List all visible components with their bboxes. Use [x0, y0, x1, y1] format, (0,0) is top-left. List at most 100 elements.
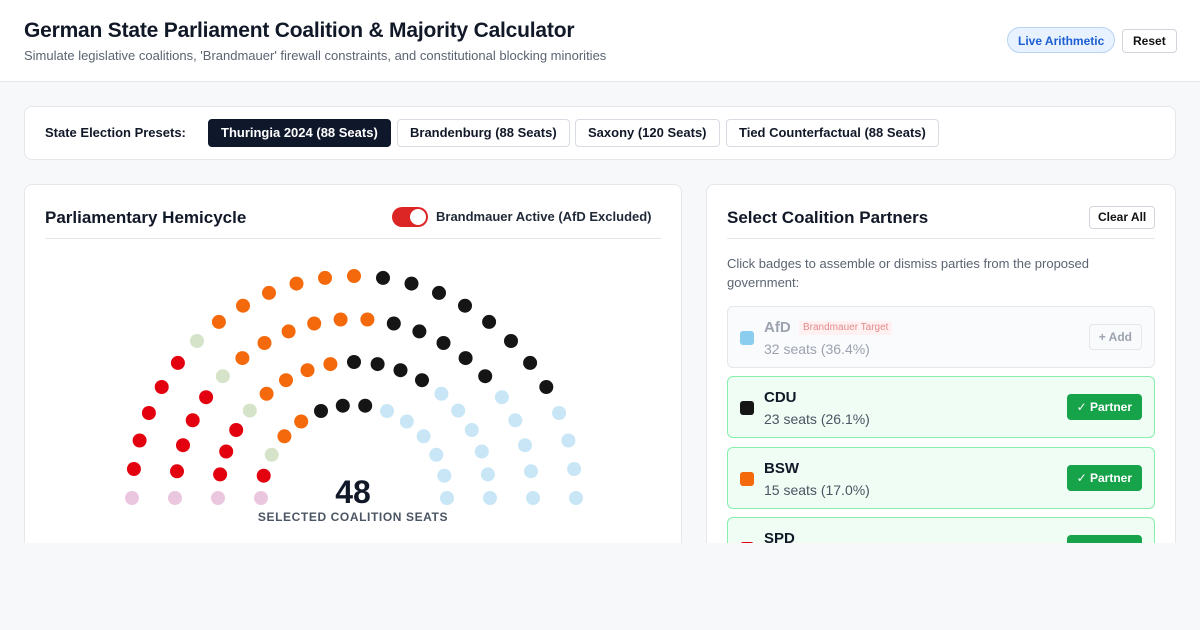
- seat-bsw: [259, 386, 274, 401]
- seat-spd: [213, 467, 228, 482]
- party-name: BSW: [764, 460, 799, 477]
- party-name: CDU: [764, 389, 797, 406]
- seat-cdu: [458, 351, 473, 366]
- seat-afd: [451, 403, 466, 418]
- party-card-afd: AfD Brandmauer Target 32 seats (36.4%) +…: [727, 306, 1155, 368]
- seat-bsw: [279, 373, 293, 388]
- seat-cdu: [436, 336, 451, 350]
- preset-saxony[interactable]: Saxony (120 Seats): [575, 119, 720, 147]
- coalition-card: Select Coalition Partners Clear All Clic…: [706, 184, 1176, 579]
- seat-afd: [380, 404, 394, 418]
- toggle-knob: [410, 209, 426, 225]
- seat-afd: [429, 447, 444, 462]
- preset-bar: State Election Presets: Thuringia 2024 (…: [24, 106, 1176, 160]
- seat-cdu: [376, 270, 390, 285]
- party-name: SPD: [764, 530, 795, 547]
- party-card-cdu: CDU 23 seats (26.1%) ✓ Partner: [727, 376, 1155, 438]
- seat-bsw: [300, 363, 315, 378]
- seat-afd: [480, 467, 495, 482]
- hemicycle-title: Parliamentary Hemicycle: [45, 208, 247, 227]
- coalition-title: Select Coalition Partners: [727, 208, 929, 227]
- party-seats: 23 seats (26.1%): [764, 411, 870, 427]
- hemicycle-card: Parliamentary Hemicycle Brandmauer Activ…: [24, 184, 682, 564]
- seat-bsw: [360, 312, 375, 327]
- party-seats: 15 seats (17.0%): [764, 482, 870, 498]
- app-header: German State Parliament Coalition & Majo…: [0, 0, 1200, 82]
- seat-gruene: [125, 491, 139, 505]
- seat-cdu: [415, 373, 429, 388]
- seat-afd: [399, 414, 414, 429]
- seat-cdu: [539, 380, 554, 394]
- hemicycle-divider: [45, 238, 661, 239]
- seat-gruene: [168, 491, 182, 505]
- selected-seats-count: 48: [335, 474, 371, 510]
- seat-afd: [464, 423, 479, 437]
- brandmauer-toggle[interactable]: [392, 207, 428, 227]
- seat-cdu: [504, 334, 518, 348]
- seat-cdu: [432, 285, 446, 300]
- seat-linke: [190, 334, 204, 348]
- party-name: AfD: [764, 319, 791, 336]
- live-arithmetic-badge: Live Arithmetic: [1007, 27, 1116, 53]
- seat-spd: [132, 433, 147, 448]
- seat-bsw: [281, 324, 296, 339]
- seat-spd: [170, 464, 184, 479]
- seat-linke: [242, 403, 257, 418]
- seat-spd: [170, 355, 185, 370]
- seat-cdu: [478, 369, 493, 384]
- preset-brandenburg[interactable]: Brandenburg (88 Seats): [397, 119, 570, 147]
- seat-afd: [569, 491, 583, 505]
- seat-spd: [185, 413, 200, 428]
- seat-cdu: [458, 298, 472, 313]
- seat-afd: [474, 444, 489, 459]
- seat-bsw: [235, 351, 250, 366]
- seat-bsw: [333, 312, 348, 327]
- partner-toggle-button[interactable]: ✓ Partner: [1066, 465, 1142, 491]
- seat-bsw: [211, 314, 226, 329]
- party-seats: 32 seats (36.4%): [764, 341, 870, 357]
- preset-thuringia-2024[interactable]: Thuringia 2024 (88 Seats): [208, 119, 391, 147]
- coalition-divider: [727, 238, 1155, 239]
- seat-bsw: [262, 285, 276, 300]
- seat-spd: [176, 438, 190, 453]
- add-party-button[interactable]: + Add: [1088, 324, 1142, 350]
- seat-afd: [434, 386, 449, 401]
- seat-cdu: [335, 398, 350, 413]
- brandmauer-toggle-label: Brandmauer Active (AfD Excluded): [436, 209, 652, 224]
- seat-bsw: [236, 298, 250, 313]
- seat-cdu: [523, 355, 538, 370]
- viewport-fold: [0, 543, 1200, 630]
- party-swatch-afd: [740, 331, 754, 345]
- seat-bsw: [323, 357, 338, 372]
- seat-spd: [141, 406, 156, 420]
- seat-cdu: [370, 357, 385, 372]
- seat-afd: [552, 406, 567, 420]
- preset-tied-counterfactual[interactable]: Tied Counterfactual (88 Seats): [726, 119, 939, 147]
- seat-cdu: [412, 324, 427, 339]
- reset-button[interactable]: Reset: [1122, 29, 1177, 53]
- seat-afd: [437, 468, 452, 483]
- seat-afd: [561, 433, 576, 448]
- seat-cdu: [393, 363, 408, 378]
- seat-afd: [524, 464, 538, 479]
- clear-all-button[interactable]: Clear All: [1089, 206, 1156, 229]
- seat-spd: [199, 390, 214, 405]
- seat-cdu: [314, 404, 328, 418]
- seat-gruene: [254, 491, 268, 505]
- party-swatch-cdu: [740, 401, 754, 415]
- partner-toggle-button[interactable]: ✓ Partner: [1066, 394, 1142, 420]
- coalition-hint: Click badges to assemble or dismiss part…: [727, 256, 1089, 290]
- seat-spd: [154, 380, 169, 394]
- selected-seats-label: SELECTED COALITION SEATS: [257, 510, 449, 524]
- seat-afd: [526, 491, 540, 505]
- seat-bsw: [289, 276, 304, 291]
- seat-spd: [256, 468, 271, 483]
- seat-bsw: [294, 414, 309, 429]
- seat-bsw: [347, 269, 361, 283]
- seat-afd: [518, 438, 532, 453]
- seat-cdu: [347, 355, 361, 369]
- seat-spd: [219, 444, 234, 459]
- seat-bsw: [257, 336, 272, 350]
- seat-cdu: [404, 276, 419, 291]
- hemicycle-chart: [125, 269, 583, 505]
